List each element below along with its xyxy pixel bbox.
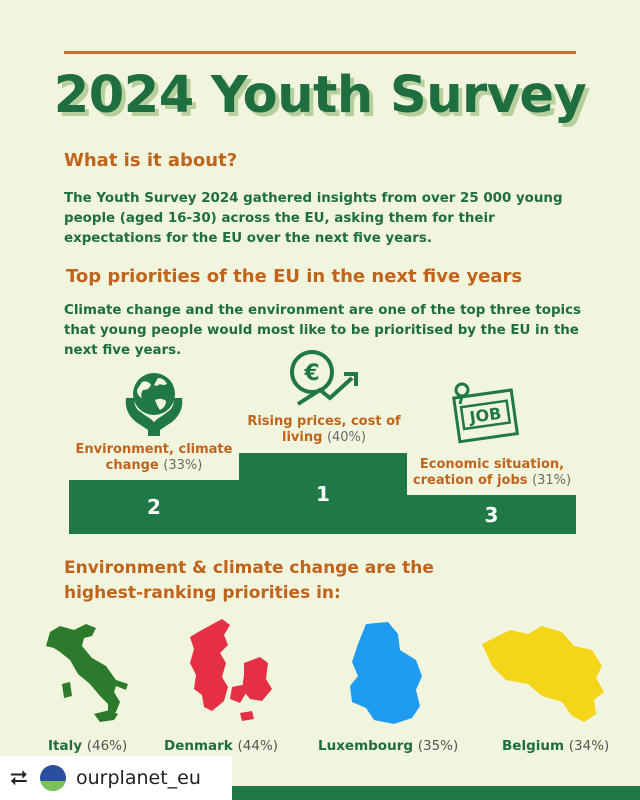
priority-label-3: Economic situation, creation of jobs (31… (412, 457, 572, 488)
denmark-map (190, 619, 272, 721)
country-label-italy: Italy (46%) (48, 738, 128, 754)
repost-icon: ⮂ (10, 765, 28, 791)
footer-bar (232, 786, 640, 800)
podium-2: 2 (69, 480, 239, 534)
earth-in-hands-icon (125, 373, 183, 436)
country-label-denmark: Denmark (44%) (164, 738, 279, 754)
svg-text:JOB: JOB (467, 404, 502, 427)
priority-label-1: Rising prices, cost of living (40%) (247, 414, 401, 445)
country-label-belgium: Belgium (34%) (502, 738, 610, 754)
priorities-text: Climate change and the environment are o… (64, 303, 582, 358)
rank-2: 2 (147, 495, 161, 519)
podium-3: 3 (407, 495, 576, 534)
svg-text:€: € (303, 361, 319, 386)
about-heading: What is it about? (64, 150, 238, 171)
italy-map (46, 624, 128, 722)
luxembourg-map (350, 622, 422, 724)
belgium-map (482, 626, 604, 722)
repost-account[interactable]: ourplanet_eu (76, 767, 201, 789)
podium-1: 1 (239, 453, 407, 534)
priorities-heading: Top priorities of the EU in the next fiv… (66, 266, 523, 287)
euro-rising-arrow-icon: € (290, 350, 358, 406)
rank-1: 1 (316, 481, 330, 506)
avatar[interactable] (40, 765, 66, 791)
about-text: The Youth Survey 2024 gathered insights … (64, 191, 563, 246)
page-title: 2024 Youth Survey (53, 66, 587, 125)
priority-label-2: Environment, climate change (33%) (75, 442, 233, 473)
countries-heading: Environment & climate change are the hig… (64, 558, 434, 603)
repost-bar[interactable]: ⮂ ourplanet_eu (0, 756, 232, 800)
job-board-icon: JOB (452, 382, 520, 444)
top-rule (64, 51, 576, 54)
country-label-luxembourg: Luxembourg (35%) (318, 738, 459, 754)
rank-3: 3 (484, 502, 499, 527)
